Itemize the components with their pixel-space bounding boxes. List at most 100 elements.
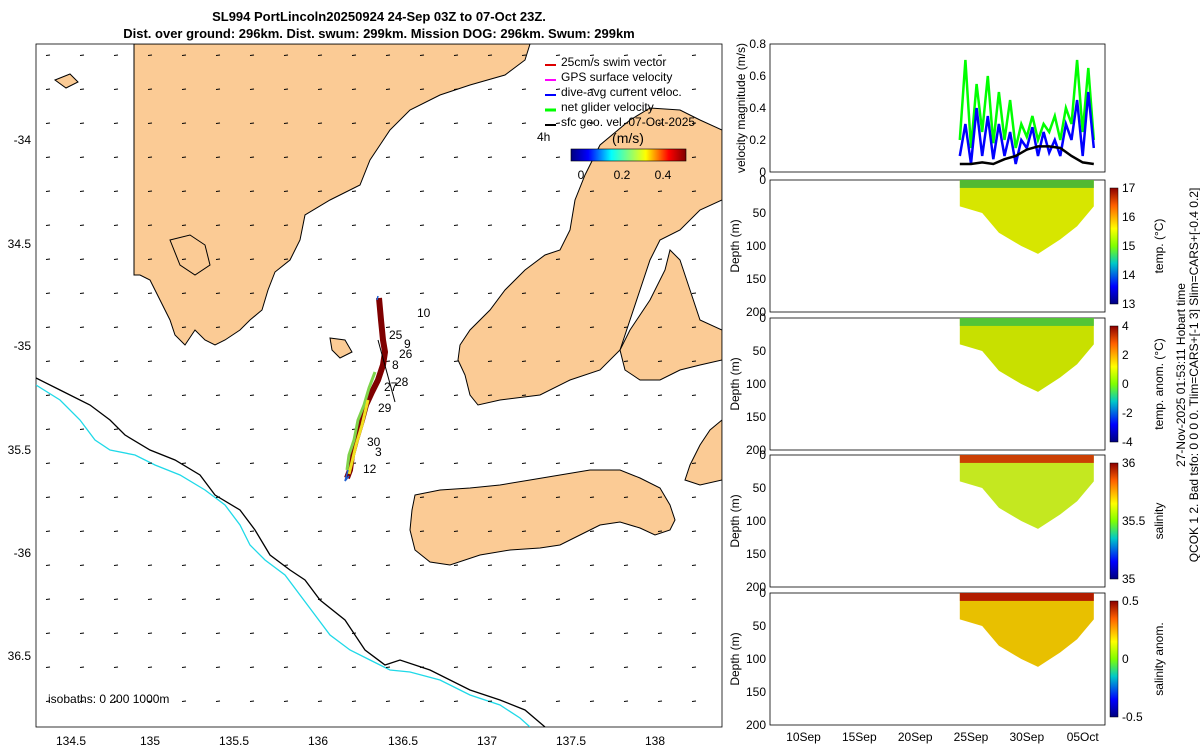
- surface-velocity-arrow: [249, 258, 255, 260]
- surface-velocity-arrow: [521, 326, 527, 328]
- surface-velocity-arrow: [657, 564, 663, 566]
- surface-velocity-arrow: [113, 88, 119, 90]
- surface-velocity-arrow: [589, 700, 595, 702]
- surface-velocity-arrow: [385, 530, 391, 532]
- surface-velocity-arrow: [317, 394, 323, 396]
- y-tick-label: 150: [746, 547, 766, 561]
- surface-velocity-arrow: [113, 292, 119, 294]
- surface-velocity-arrow: [79, 88, 85, 90]
- surface-velocity-arrow: [657, 700, 663, 702]
- surface-velocity-arrow: [657, 462, 663, 464]
- surface-velocity-arrow: [385, 190, 391, 192]
- surface-velocity-arrow: [657, 598, 663, 600]
- y-tick-label: 100: [746, 652, 766, 666]
- surface-velocity-arrow: [657, 88, 663, 90]
- surface-velocity-arrow: [351, 360, 357, 362]
- y-tick-label: 50: [753, 619, 767, 633]
- surface-velocity-arrow: [623, 666, 629, 668]
- surface-velocity-arrow: [147, 224, 153, 226]
- surface-velocity-arrow: [487, 564, 493, 566]
- surface-velocity-arrow: [385, 428, 391, 430]
- surface-velocity-arrow: [79, 598, 85, 600]
- surface-velocity-arrow: [691, 360, 697, 362]
- depth-panel: 0 50 100 150 200 Depth (m) 4 2 0 -2 -4 temp. anom. …: [728, 311, 1166, 457]
- surface-velocity-arrow: [487, 632, 493, 634]
- surface-velocity-arrow: [215, 360, 221, 362]
- map-y-axis: -34 34.5 -35 35.5 -36 36.5: [8, 133, 32, 663]
- surface-velocity-arrow: [453, 190, 459, 192]
- surface-velocity-arrow: [249, 190, 255, 192]
- map-legend: 25cm/s swim vector GPS surface velocity …: [545, 55, 695, 129]
- glider-track: [344, 297, 388, 480]
- surface-velocity-arrow: [147, 530, 153, 532]
- surface-velocity-arrow: [657, 530, 663, 532]
- surface-velocity-arrow: [453, 530, 459, 532]
- surface-velocity-arrow: [623, 496, 629, 498]
- surface-velocity-arrow: [45, 598, 51, 600]
- surface-velocity-arrow: [657, 122, 663, 124]
- surface-velocity-arrow: [147, 394, 153, 396]
- surface-velocity-arrow: [317, 224, 323, 226]
- surface-velocity-arrow: [317, 632, 323, 634]
- glider-track-yellow: [347, 399, 370, 475]
- surface-velocity-arrow: [555, 598, 561, 600]
- surface-velocity-arrow: [215, 462, 221, 464]
- surface-velocity-arrow: [147, 700, 153, 702]
- surface-velocity-arrow: [453, 394, 459, 396]
- surface-layer: [959, 318, 1094, 326]
- surface-velocity-arrow: [555, 530, 561, 532]
- surface-velocity-arrow: [691, 530, 697, 532]
- surface-velocity-arrow: [419, 326, 425, 328]
- surface-velocity-arrow: [283, 224, 289, 226]
- velocity-axes: [769, 43, 1106, 173]
- colorbar-label: temp. (°C): [1152, 219, 1166, 274]
- surface-velocity-arrow: [691, 326, 697, 328]
- surface-velocity-arrow: [453, 156, 459, 158]
- surface-velocity-arrow: [623, 462, 629, 464]
- surface-velocity-arrow: [623, 394, 629, 396]
- surface-velocity-arrow: [181, 360, 187, 362]
- surface-velocity-arrow: [79, 496, 85, 498]
- surface-velocity-arrow: [79, 632, 85, 634]
- surface-velocity-arrow: [79, 224, 85, 226]
- glider-track-green: [345, 371, 377, 471]
- surface-velocity-arrow: [249, 122, 255, 124]
- day-label: 9: [404, 337, 411, 351]
- swim-vector-line: [377, 339, 396, 403]
- colorbar-label: salinity anom.: [1152, 622, 1166, 695]
- depth-panel: 0 50 100 150 200 Depth (m) 0.5 0 -0.5 salinity an…: [728, 586, 1166, 732]
- surface-velocity-arrow: [215, 598, 221, 600]
- chart-title-line1: SL994 PortLincoln20250924 24-Sep 03Z to …: [212, 9, 546, 24]
- surface-velocity-arrow: [555, 360, 561, 362]
- surface-velocity-arrow: [521, 564, 527, 566]
- surface-velocity-arrow: [453, 326, 459, 328]
- surface-velocity-arrow: [249, 428, 255, 430]
- surface-velocity-arrow: [283, 462, 289, 464]
- y-tick-label: -34: [14, 133, 32, 147]
- surface-velocity-arrow: [419, 598, 425, 600]
- surface-velocity-arrow: [79, 360, 85, 362]
- surface-velocity-arrow: [283, 326, 289, 328]
- surface-velocity-arrow: [45, 394, 51, 396]
- day-label: 29: [378, 401, 392, 415]
- surface-velocity-arrow: [487, 156, 493, 158]
- surface-velocity-arrow: [215, 496, 221, 498]
- surface-velocity-arrow: [351, 530, 357, 532]
- colorbar-unit: (m/s): [612, 130, 644, 146]
- surface-velocity-arrow: [487, 224, 493, 226]
- surface-velocity-arrow: [521, 700, 527, 702]
- surface-velocity-arrow: [79, 156, 85, 158]
- surface-velocity-arrow: [317, 54, 323, 56]
- surface-velocity-arrow: [623, 292, 629, 294]
- surface-velocity-arrow: [317, 496, 323, 498]
- land-kangaroo-island: [409, 469, 676, 566]
- surface-velocity-arrow: [385, 564, 391, 566]
- surface-velocity-arrow: [181, 666, 187, 668]
- surface-velocity-arrow: [351, 700, 357, 702]
- surface-velocity-arrow: [147, 632, 153, 634]
- surface-velocity-arrow: [521, 360, 527, 362]
- surface-velocity-arrow: [249, 394, 255, 396]
- surface-velocity-arrow: [555, 258, 561, 260]
- surface-velocity-arrow: [79, 700, 85, 702]
- surface-velocity-arrow: [487, 258, 493, 260]
